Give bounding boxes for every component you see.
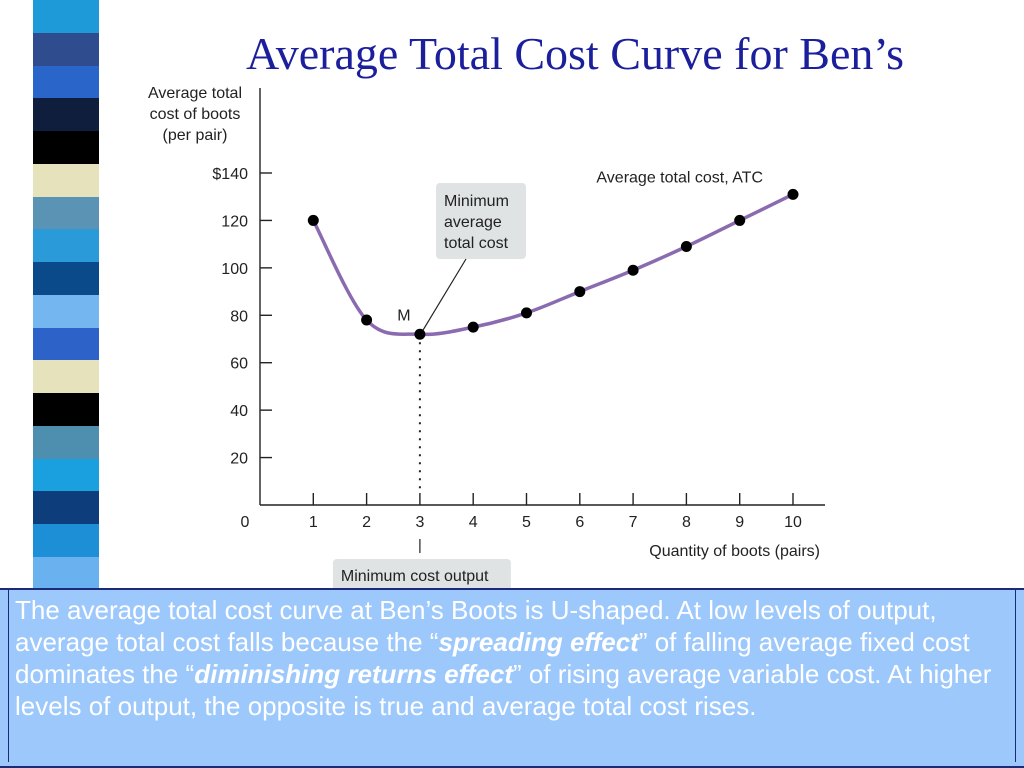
x-tick-label: 10 — [784, 514, 802, 531]
caption-part-2: ” of falling average fixed cost dominate… — [15, 627, 970, 689]
y-axis-label-line: (per pair) — [163, 127, 228, 144]
y-tick-label: 100 — [221, 261, 248, 278]
caption-part-1: The average total cost curve at Ben’s Bo… — [15, 595, 937, 657]
stripe-5 — [33, 163, 99, 197]
y-tick-label: 80 — [230, 308, 248, 325]
callout-min-avg-text: average — [444, 214, 502, 231]
callouts-group: Minimum average total cost Minimum cost out… — [332, 183, 526, 590]
y-tick-label: 40 — [230, 403, 248, 420]
callout-min-avg-text: Minimum — [444, 193, 509, 210]
series-label: Average total cost, ATC — [596, 169, 763, 186]
y-tick-label: 20 — [230, 451, 248, 468]
callout-min-output-text: Minimum cost output — [341, 568, 489, 585]
data-point — [521, 307, 532, 319]
decorative-stripe-bar — [33, 0, 99, 590]
origin-label: 0 — [241, 514, 250, 531]
data-point — [574, 286, 586, 298]
stripe-16 — [33, 524, 99, 558]
data-point — [414, 328, 426, 340]
y-axis-label-line: cost of boots — [150, 106, 241, 123]
stripe-13 — [33, 425, 99, 459]
stripe-2 — [33, 65, 99, 99]
caption-emphasis-diminishing-returns: diminishing returns effect — [194, 659, 514, 689]
slide-title: Average Total Cost Curve for Ben’s — [245, 28, 905, 79]
data-point — [734, 214, 746, 226]
curve-group: Average total cost, ATC M — [307, 169, 799, 491]
stripe-8 — [33, 262, 99, 295]
caption-box: The average total cost curve at Ben’s Bo… — [0, 588, 1024, 768]
data-point — [307, 214, 319, 226]
caption-text: The average total cost curve at Ben’s Bo… — [15, 594, 1009, 722]
y-tick-label: $140 — [212, 166, 248, 183]
callout-min-avg-text: total cost — [444, 235, 509, 252]
atc-curve — [311, 192, 794, 337]
x-axis-label: Quantity of boots (pairs) — [649, 543, 820, 560]
min-point-label: M — [397, 307, 410, 324]
x-tick-label: 4 — [469, 514, 478, 531]
callout-min-avg-leader — [422, 258, 467, 331]
y-tick-label: 60 — [230, 356, 248, 373]
x-tick-label: 6 — [575, 514, 584, 531]
x-tick-label: 2 — [362, 514, 371, 531]
stripe-17 — [33, 557, 99, 590]
stripe-12 — [33, 393, 99, 426]
stripe-9 — [33, 294, 99, 328]
chart-panel: Average total cost of boots (per pair) 20 4… — [140, 80, 830, 590]
stripe-1 — [33, 32, 99, 66]
x-tick-label: 1 — [309, 514, 318, 531]
y-axis-label: Average total cost of boots (per pair) — [148, 85, 242, 144]
stripe-4 — [33, 131, 99, 164]
caption-emphasis-spreading-effect: spreading effect — [438, 627, 639, 657]
data-point — [787, 188, 799, 200]
stripe-7 — [33, 229, 99, 263]
stripe-6 — [33, 196, 99, 230]
caption-part-3: ” of rising average variable cost. At hi… — [15, 659, 992, 721]
x-tick-label: 8 — [682, 514, 691, 531]
stripe-14 — [33, 458, 99, 492]
x-tick-label: 3 — [415, 514, 424, 531]
data-point — [627, 264, 639, 276]
data-point — [680, 241, 692, 253]
x-tick-label: 9 — [735, 514, 744, 531]
y-tick-label: 120 — [221, 213, 248, 230]
stripe-11 — [33, 360, 99, 394]
stripe-10 — [33, 327, 99, 361]
callout-min-output-box — [332, 559, 511, 590]
x-tick-label: 5 — [522, 514, 531, 531]
x-tick-label: 7 — [629, 514, 638, 531]
data-point — [361, 314, 373, 326]
data-point — [467, 321, 479, 333]
callout-min-avg-box — [436, 183, 526, 259]
stripe-3 — [33, 98, 99, 132]
y-axis-label-line: Average total — [148, 85, 242, 102]
stripe-0 — [33, 0, 99, 33]
stripe-15 — [33, 491, 99, 525]
